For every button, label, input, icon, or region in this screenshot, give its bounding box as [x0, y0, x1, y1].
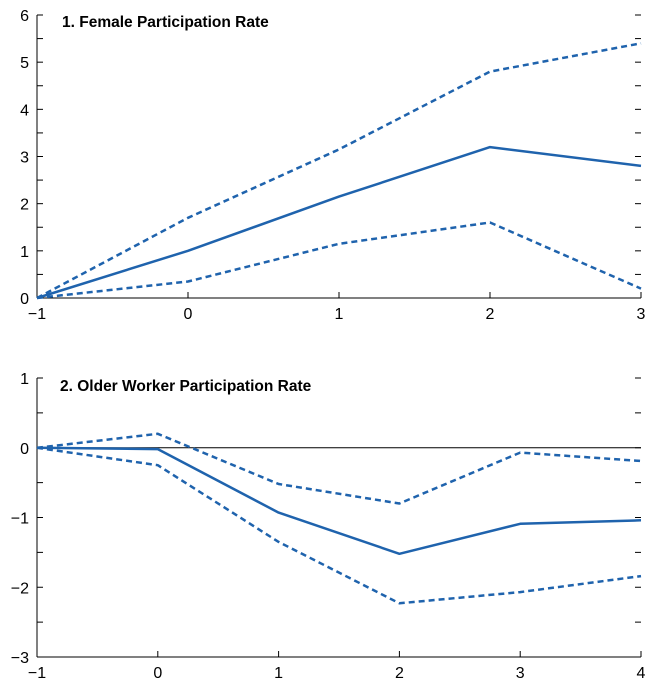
panel-1-lower-bound-dashed-line	[36, 221, 642, 300]
panel-1-x-tick-label: 1	[335, 306, 344, 323]
panel-1-x-tick-label: 3	[637, 306, 646, 323]
panel-1-x-tick-label: 0	[184, 306, 193, 323]
panel-1-estimate-line	[36, 145, 642, 300]
panel-2-x-tick-label: 1	[274, 665, 283, 682]
panel-2-y-tick-label: 1	[20, 371, 29, 388]
panel-2-x-tick-label: −1	[28, 665, 46, 682]
panel-2-upper-bound-dashed-line	[36, 432, 642, 505]
panel-1-y-tick-label: 1	[20, 244, 29, 261]
panel-1-y-tick-label: 6	[20, 8, 29, 25]
panel-1-y-tick-label: 5	[20, 55, 29, 72]
panel-2-x-tick-label: 2	[395, 665, 404, 682]
panel-1-y-tick-label: 0	[20, 291, 29, 308]
panel-2-estimate-line	[36, 446, 642, 556]
panel-1-x-tick-label: −1	[28, 306, 46, 323]
panel-1-y-tick-label: 3	[20, 150, 29, 167]
panel-2-x-tick-label: 4	[637, 665, 646, 682]
panel-older-worker-participation: 2. Older Worker Participation Rate −3 −2 −…	[11, 371, 646, 682]
panel-2-y-tick-label: −1	[11, 511, 29, 528]
panel-2-x-tick-label: 0	[153, 665, 162, 682]
panel-1-y-tick-label: 2	[20, 197, 29, 214]
panel-2-x-tick-label: 3	[516, 665, 525, 682]
panel-2-y-tick-label: −2	[11, 580, 29, 597]
panel-2-y-tick-label: 0	[20, 441, 29, 458]
panel-2-y-tick-label: −3	[11, 650, 29, 667]
panel-1-x-tick-label: 2	[486, 306, 495, 323]
panel-1-y-tick-label: 4	[20, 102, 29, 119]
panel-2-title: 2. Older Worker Participation Rate	[60, 378, 312, 395]
panel-2-lower-bound-dashed-line	[36, 446, 642, 605]
panel-1-title: 1. Female Participation Rate	[62, 14, 269, 31]
panel-1-upper-bound-dashed-line	[36, 42, 642, 300]
